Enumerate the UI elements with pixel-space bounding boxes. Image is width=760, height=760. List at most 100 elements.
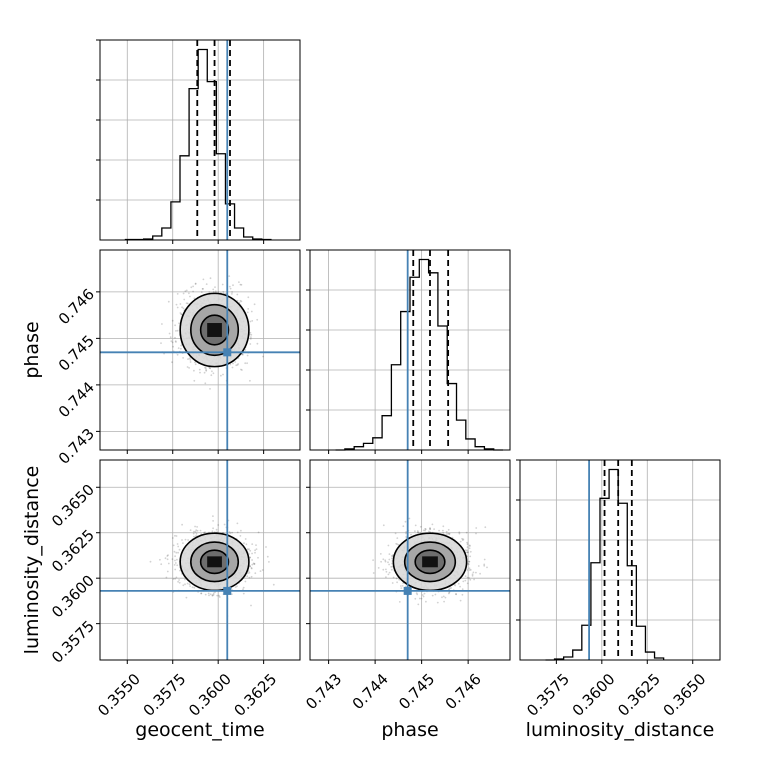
sample-point: [471, 573, 474, 576]
sample-point: [232, 362, 234, 365]
sample-point: [239, 299, 242, 302]
sample-point: [194, 361, 196, 364]
y-tick-label: 0.3600: [48, 571, 98, 621]
sample-point: [202, 288, 204, 290]
sample-point: [193, 586, 196, 589]
sample-point: [251, 563, 254, 566]
sample-point: [395, 577, 398, 580]
sample-point: [198, 368, 201, 371]
sample-point: [472, 571, 475, 574]
sample-point: [247, 308, 250, 310]
sample-point: [234, 586, 237, 588]
x-tick-label: 0.3650: [660, 670, 710, 720]
sample-point: [177, 347, 180, 349]
sample-point: [250, 567, 253, 570]
sample-point: [468, 567, 471, 570]
sample-point: [193, 369, 195, 372]
sample-point: [475, 532, 477, 535]
sample-point: [236, 531, 239, 534]
sample-point: [468, 569, 471, 571]
sample-point: [261, 569, 264, 571]
sample-point: [180, 347, 182, 350]
sample-point: [396, 581, 398, 584]
sample-point: [466, 543, 469, 546]
sample-point: [242, 592, 245, 595]
sample-point: [444, 596, 447, 599]
sample-point: [230, 593, 233, 596]
sample-point: [180, 344, 183, 347]
x-tick-label: 0.3625: [231, 670, 281, 720]
sample-point: [184, 578, 186, 581]
sample-point: [229, 532, 232, 534]
y-axis-label-phase: phase: [21, 321, 43, 378]
sample-point: [209, 593, 212, 596]
sample-point: [422, 529, 425, 532]
truth-marker: [223, 348, 232, 357]
sample-point: [209, 277, 212, 280]
sample-point: [469, 545, 471, 547]
sample-point: [166, 558, 169, 561]
sample-point: [181, 306, 184, 309]
sample-point: [401, 585, 404, 587]
x-tick-label: 0.743: [302, 670, 345, 713]
sample-point: [209, 367, 212, 370]
sample-point: [448, 592, 450, 595]
sample-point: [391, 562, 393, 565]
panel-frame: [99, 249, 301, 451]
sample-point: [207, 592, 210, 595]
sample-point: [438, 529, 440, 532]
sample-point: [240, 529, 242, 532]
sample-point: [387, 573, 390, 576]
sample-point: [445, 530, 448, 533]
sample-point: [174, 555, 177, 558]
sample-point: [466, 569, 469, 571]
sample-point: [419, 531, 422, 534]
sample-point: [181, 523, 184, 526]
sample-point: [419, 525, 422, 528]
sample-point: [400, 585, 402, 587]
sample-point: [238, 281, 240, 283]
sample-point: [459, 540, 462, 543]
sample-point: [385, 570, 388, 573]
sample-point: [417, 531, 419, 534]
sample-point: [392, 576, 395, 579]
sample-point: [247, 572, 249, 575]
sample-point: [423, 592, 426, 595]
panel-frame: [519, 459, 721, 661]
sample-point: [477, 565, 480, 567]
sample-point: [200, 291, 203, 293]
sample-point: [215, 528, 218, 531]
sample-point: [422, 595, 425, 598]
sample-point: [194, 283, 197, 285]
sample-point: [479, 572, 481, 575]
sample-point: [176, 564, 179, 567]
sample-point: [442, 595, 445, 598]
sample-point: [425, 600, 427, 603]
histogram-step: [124, 48, 272, 241]
sample-point: [461, 539, 464, 541]
sample-point: [229, 287, 232, 290]
sample-point: [238, 301, 241, 304]
sample-point: [469, 555, 472, 558]
sample-point: [424, 528, 426, 530]
sample-point: [388, 563, 390, 566]
sample-point: [204, 366, 206, 369]
sample-point: [254, 549, 256, 552]
x-tick-label: 0.744: [349, 670, 392, 713]
sample-point: [245, 543, 248, 546]
sample-point: [466, 582, 469, 585]
sample-point: [194, 525, 197, 528]
sample-point: [405, 535, 408, 538]
x-axis-label-luminosity_distance: luminosity_distance: [526, 719, 715, 741]
sample-point: [171, 319, 174, 322]
sample-point: [253, 563, 256, 565]
sample-point: [250, 333, 253, 336]
sample-point: [257, 556, 259, 559]
sample-point: [176, 329, 179, 332]
sample-point: [182, 584, 185, 587]
sample-point: [462, 580, 465, 583]
y-tick-label: 0.744: [55, 378, 98, 421]
sample-point: [429, 527, 431, 530]
sample-point: [483, 563, 486, 566]
